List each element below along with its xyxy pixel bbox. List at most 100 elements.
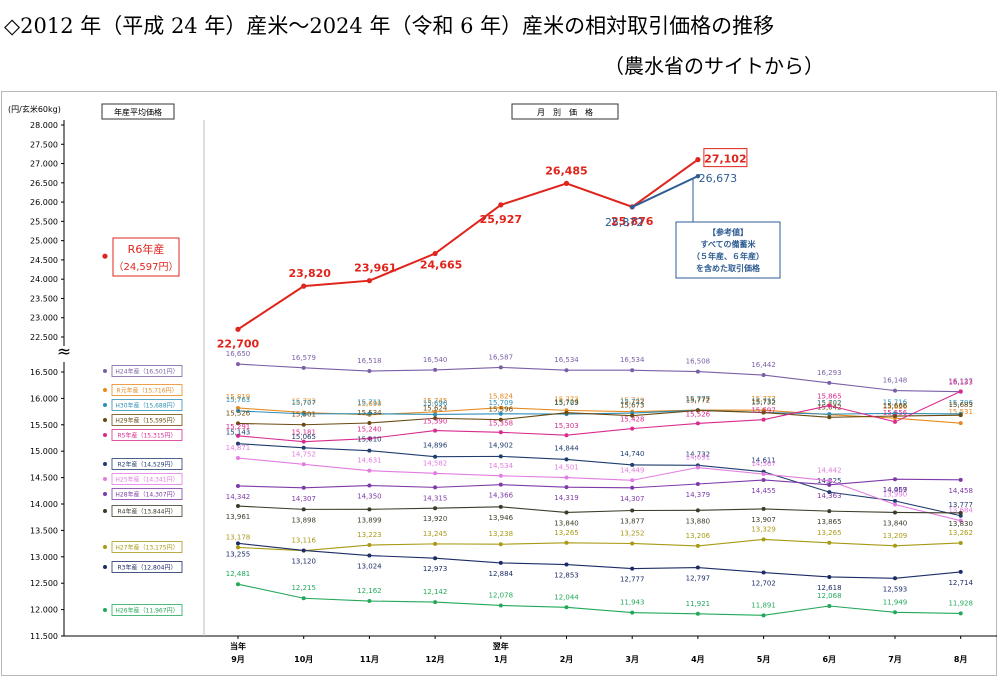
data-label: 15,666 — [883, 402, 908, 410]
x-tick-label: 10月 — [294, 655, 313, 664]
data-label: 16,587 — [489, 353, 514, 361]
annual-average-label: R3年産（12,804円） — [118, 564, 177, 572]
data-point — [432, 250, 438, 257]
data-point — [301, 445, 306, 450]
data-label: 13,830 — [948, 520, 973, 528]
series-line — [237, 538, 961, 552]
y-tick-label-lower: 12.000 — [30, 606, 58, 615]
data-label: 13,840 — [883, 519, 908, 527]
data-label: 15,722 — [620, 398, 645, 406]
data-label: 13,252 — [620, 529, 645, 537]
x-tick-label: 11月 — [360, 655, 379, 664]
data-point — [827, 604, 832, 609]
x-tick-label: 3月 — [625, 655, 639, 664]
page-title: ◇2012 年（平成 24 年）産米～2024 年（令和 6 年）産米の相対取引… — [4, 14, 775, 38]
data-label: 23,820 — [288, 267, 331, 280]
data-label: 16,534 — [554, 356, 579, 364]
y-tick-label-lower: 15.000 — [30, 447, 58, 456]
data-point — [695, 157, 701, 163]
data-label: 13,899 — [357, 516, 382, 524]
data-point — [827, 482, 832, 487]
data-label: 14,350 — [357, 493, 382, 501]
data-point — [761, 570, 766, 575]
data-point — [893, 388, 897, 393]
data-point — [761, 477, 766, 482]
data-label: 14,315 — [423, 494, 448, 502]
data-label: 13,961 — [226, 513, 251, 521]
data-point — [433, 412, 438, 417]
data-label: 12,162 — [357, 587, 382, 595]
data-label: 15,777 — [686, 395, 711, 403]
data-label: 15,534 — [357, 409, 382, 417]
data-point — [630, 566, 635, 571]
series-line — [237, 478, 961, 489]
data-label: 15,181 — [291, 429, 316, 437]
data-label-reference: 26,673 — [699, 172, 738, 185]
data-label: 13,223 — [357, 531, 382, 539]
series-line — [237, 542, 961, 579]
data-point — [301, 462, 306, 467]
data-point — [236, 405, 240, 410]
data-label: 15,707 — [291, 399, 316, 407]
data-label: 14,752 — [291, 450, 316, 458]
data-point — [827, 380, 832, 385]
data-point — [958, 611, 963, 616]
data-point — [761, 537, 766, 542]
data-label: 13,946 — [489, 514, 514, 522]
y-tick-label-upper: 27.000 — [30, 160, 58, 169]
data-label: 13,329 — [751, 525, 776, 533]
data-label: 12,618 — [817, 584, 842, 592]
annual-average-label: H30年産（15,688円） — [115, 402, 178, 410]
data-label: 15,749 — [620, 397, 645, 405]
data-point — [367, 507, 372, 512]
annual-average-box — [111, 429, 183, 441]
data-label: 14,469 — [883, 486, 908, 494]
data-point — [630, 610, 635, 615]
data-label: 15,706 — [948, 399, 973, 407]
data-label: 15,010 — [357, 436, 382, 444]
x-top-label: 当年 — [230, 641, 246, 651]
data-label: 13,777 — [948, 501, 973, 509]
data-label: 15,556 — [883, 409, 908, 417]
data-point — [958, 413, 963, 418]
data-point — [695, 465, 700, 470]
data-point — [367, 483, 372, 488]
data-point — [498, 560, 503, 565]
data-point — [498, 454, 503, 459]
last-value-box — [703, 148, 748, 168]
page-subtitle: （農水省のサイトから） — [604, 54, 824, 78]
y-tick-label-lower: 15.500 — [30, 421, 58, 430]
data-label: 22,700 — [217, 337, 260, 350]
data-label: 14,342 — [226, 493, 251, 501]
data-point — [301, 283, 307, 289]
data-point — [564, 485, 569, 490]
data-label: 14,902 — [489, 441, 514, 449]
data-label: 14,379 — [686, 491, 711, 499]
data-point — [827, 490, 832, 495]
series-line-reference — [631, 175, 699, 208]
series-line — [237, 409, 961, 426]
data-point-reference — [630, 204, 635, 210]
data-point — [630, 478, 635, 483]
data-point — [236, 433, 240, 438]
x-tick-label: 8月 — [954, 655, 968, 664]
data-label: 13,684 — [948, 507, 973, 515]
data-point — [893, 477, 897, 482]
data-label: 15,702 — [817, 399, 842, 407]
data-point — [893, 419, 897, 424]
y-tick-label-lower: 13.000 — [30, 553, 58, 562]
y-tick-label-upper: 22.500 — [30, 333, 58, 342]
y-tick-label-upper: 26.000 — [30, 198, 58, 207]
data-label: 15,240 — [357, 426, 382, 434]
data-point — [893, 414, 897, 419]
data-label: 11,949 — [883, 598, 908, 606]
annual-average-box — [111, 458, 183, 470]
data-label: 15,773 — [554, 395, 579, 403]
axis-break-mark: ≈ — [57, 342, 71, 362]
annual-average-point — [103, 509, 107, 513]
data-label: 13,865 — [817, 518, 842, 526]
x-tick-label: 4月 — [691, 655, 705, 664]
data-point — [761, 472, 766, 477]
annual-average-box — [111, 488, 183, 500]
data-label: 13,265 — [817, 529, 842, 537]
